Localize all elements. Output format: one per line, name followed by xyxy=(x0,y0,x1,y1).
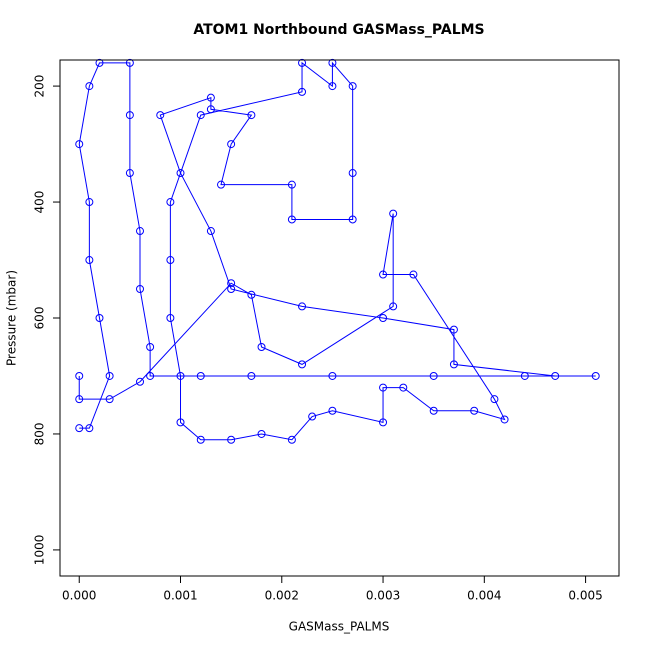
data-point xyxy=(247,371,256,380)
data-point xyxy=(95,314,104,322)
data-point xyxy=(399,383,408,392)
data-point xyxy=(520,371,529,380)
y-tick-label: 600 xyxy=(33,307,47,330)
data-point xyxy=(409,270,418,279)
data-point xyxy=(379,383,388,392)
data-point xyxy=(227,435,236,444)
data-point xyxy=(125,111,134,120)
data-point xyxy=(429,371,438,380)
data-point xyxy=(196,371,205,380)
data-point xyxy=(227,279,236,288)
data-point xyxy=(166,198,175,207)
y-axis-label: Pressure (mbar) xyxy=(5,270,19,366)
data-point xyxy=(227,140,236,149)
data-point xyxy=(379,418,388,427)
data-point xyxy=(379,314,388,322)
x-axis-label: GASMass_PALMS xyxy=(289,620,390,634)
data-point xyxy=(125,58,134,67)
data-point xyxy=(328,406,337,415)
plot-area xyxy=(75,58,600,444)
data-point xyxy=(287,180,296,189)
data-point xyxy=(85,82,94,91)
data-point xyxy=(257,429,266,438)
data-point xyxy=(206,93,215,102)
x-tick-label: 0.003 xyxy=(366,589,400,603)
data-point xyxy=(196,111,205,120)
data-point xyxy=(75,424,84,433)
data-point xyxy=(348,169,357,178)
data-point xyxy=(85,256,94,265)
data-point xyxy=(287,215,296,224)
data-point xyxy=(429,406,438,415)
data-point xyxy=(247,290,256,299)
data-point xyxy=(146,371,155,380)
data-point xyxy=(298,302,307,311)
x-tick-label: 0.004 xyxy=(467,589,501,603)
data-point xyxy=(75,395,84,404)
data-point xyxy=(125,169,134,178)
data-point xyxy=(75,371,84,380)
y-tick-label: 400 xyxy=(33,191,47,214)
data-point xyxy=(379,270,388,279)
data-point xyxy=(348,82,357,91)
data-point xyxy=(298,87,307,96)
x-tick-label: 0.000 xyxy=(62,589,96,603)
data-point xyxy=(500,415,509,424)
data-point xyxy=(75,140,84,149)
data-point xyxy=(298,58,307,67)
data-point xyxy=(298,360,307,369)
data-point xyxy=(227,285,236,294)
data-point xyxy=(85,424,94,433)
data-point xyxy=(136,377,145,386)
data-point xyxy=(217,180,226,189)
data-point xyxy=(389,302,398,311)
data-point xyxy=(591,371,600,380)
data-point xyxy=(328,371,337,380)
data-point xyxy=(95,58,104,67)
data-point xyxy=(206,105,215,114)
data-point xyxy=(257,342,266,351)
data-point xyxy=(308,412,317,421)
data-point xyxy=(136,227,145,236)
data-point xyxy=(449,360,458,369)
data-point xyxy=(105,395,114,404)
data-point xyxy=(206,227,215,236)
x-tick-label: 0.001 xyxy=(163,589,197,603)
data-point xyxy=(156,111,165,120)
data-point xyxy=(328,82,337,91)
data-point xyxy=(470,406,479,415)
data-point xyxy=(389,209,398,218)
data-point xyxy=(176,418,185,427)
data-point xyxy=(85,198,94,207)
data-point xyxy=(490,395,499,404)
x-tick-label: 0.005 xyxy=(568,589,602,603)
y-tick-label: 1000 xyxy=(33,535,47,566)
data-point xyxy=(196,435,205,444)
data-point xyxy=(176,169,185,178)
data-point xyxy=(551,371,560,380)
data-point xyxy=(136,285,145,294)
data-point xyxy=(166,314,175,322)
data-point xyxy=(247,111,256,120)
data-point xyxy=(348,215,357,224)
y-tick-label: 800 xyxy=(33,423,47,446)
data-point xyxy=(287,435,296,444)
y-tick-label: 200 xyxy=(33,75,47,98)
data-point xyxy=(105,371,114,380)
x-tick-label: 0.002 xyxy=(265,589,299,603)
series-line xyxy=(78,61,596,441)
data-point xyxy=(328,58,337,67)
data-point xyxy=(176,371,185,380)
data-point xyxy=(449,325,458,334)
data-point xyxy=(146,342,155,351)
data-point xyxy=(166,256,175,265)
chart-title: ATOM1 Northbound GASMass_PALMS xyxy=(193,22,484,38)
